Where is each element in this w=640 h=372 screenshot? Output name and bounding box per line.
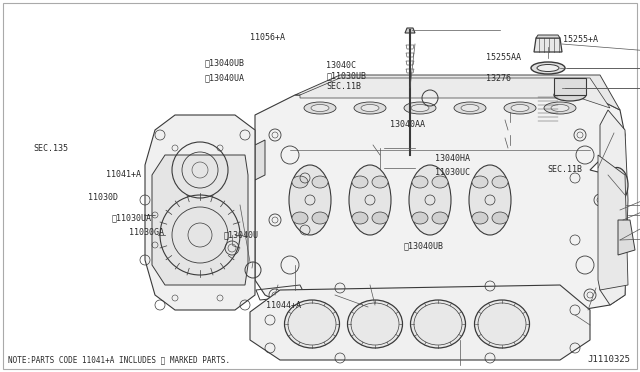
- Ellipse shape: [411, 105, 429, 112]
- Text: 15255+A: 15255+A: [563, 35, 598, 44]
- Ellipse shape: [551, 105, 569, 112]
- Text: 11041+A: 11041+A: [106, 170, 141, 179]
- Ellipse shape: [410, 300, 465, 348]
- Text: 13040AA: 13040AA: [390, 120, 426, 129]
- Polygon shape: [250, 285, 590, 360]
- Text: 11056+A: 11056+A: [250, 33, 285, 42]
- Ellipse shape: [292, 212, 308, 224]
- Ellipse shape: [352, 212, 368, 224]
- Ellipse shape: [472, 212, 488, 224]
- Ellipse shape: [432, 176, 448, 188]
- Text: 15255AA: 15255AA: [486, 53, 522, 62]
- Text: SEC.11B: SEC.11B: [547, 165, 582, 174]
- Ellipse shape: [404, 102, 436, 114]
- Ellipse shape: [372, 176, 388, 188]
- Ellipse shape: [469, 165, 511, 235]
- Polygon shape: [145, 115, 255, 310]
- Text: 11030D: 11030D: [88, 193, 118, 202]
- Ellipse shape: [304, 102, 336, 114]
- Ellipse shape: [504, 102, 536, 114]
- Ellipse shape: [412, 212, 428, 224]
- Ellipse shape: [492, 176, 508, 188]
- Ellipse shape: [492, 212, 508, 224]
- Polygon shape: [255, 95, 625, 325]
- Text: ※11030UB: ※11030UB: [326, 72, 366, 81]
- Text: ※13040UA: ※13040UA: [205, 74, 245, 83]
- Polygon shape: [300, 78, 610, 108]
- Ellipse shape: [311, 105, 329, 112]
- Text: ※13040UB: ※13040UB: [205, 59, 245, 68]
- Ellipse shape: [472, 176, 488, 188]
- Ellipse shape: [537, 64, 559, 71]
- Ellipse shape: [610, 174, 624, 196]
- Text: 11030UC: 11030UC: [435, 169, 470, 177]
- Ellipse shape: [554, 89, 586, 101]
- Ellipse shape: [348, 300, 403, 348]
- Polygon shape: [600, 110, 628, 305]
- Ellipse shape: [534, 83, 562, 93]
- Ellipse shape: [372, 212, 388, 224]
- Text: 13040C: 13040C: [326, 61, 356, 70]
- Ellipse shape: [461, 105, 479, 112]
- Polygon shape: [405, 28, 415, 33]
- Text: 13276: 13276: [486, 74, 511, 83]
- Ellipse shape: [474, 300, 529, 348]
- Polygon shape: [255, 140, 265, 180]
- Text: 11030GA: 11030GA: [129, 228, 164, 237]
- Ellipse shape: [285, 300, 339, 348]
- Polygon shape: [295, 75, 620, 110]
- Ellipse shape: [544, 102, 576, 114]
- Ellipse shape: [354, 102, 386, 114]
- Polygon shape: [530, 82, 566, 95]
- Text: 11044+A: 11044+A: [266, 301, 301, 310]
- Text: ※13040U: ※13040U: [224, 230, 259, 239]
- Ellipse shape: [361, 105, 379, 112]
- Ellipse shape: [312, 212, 328, 224]
- Ellipse shape: [409, 165, 451, 235]
- Ellipse shape: [606, 167, 628, 202]
- Polygon shape: [598, 155, 628, 290]
- Text: SEC.11B: SEC.11B: [326, 82, 362, 91]
- Polygon shape: [554, 78, 586, 95]
- Ellipse shape: [312, 176, 328, 188]
- Ellipse shape: [349, 165, 391, 235]
- Text: SEC.135: SEC.135: [33, 144, 68, 153]
- Ellipse shape: [432, 212, 448, 224]
- Ellipse shape: [292, 176, 308, 188]
- Text: ※13040UB: ※13040UB: [403, 241, 443, 250]
- Text: ※11030UA: ※11030UA: [112, 213, 152, 222]
- Text: NOTE:PARTS CODE 11041+A INCLUDES ※ MARKED PARTS.: NOTE:PARTS CODE 11041+A INCLUDES ※ MARKE…: [8, 356, 230, 365]
- Polygon shape: [534, 38, 562, 52]
- Text: J1110325: J1110325: [587, 356, 630, 365]
- Polygon shape: [536, 35, 560, 38]
- Polygon shape: [618, 220, 635, 255]
- Ellipse shape: [511, 105, 529, 112]
- Ellipse shape: [412, 176, 428, 188]
- Ellipse shape: [531, 62, 565, 74]
- Ellipse shape: [289, 165, 331, 235]
- Ellipse shape: [352, 176, 368, 188]
- Polygon shape: [152, 155, 248, 285]
- Ellipse shape: [454, 102, 486, 114]
- Text: 13040HA: 13040HA: [435, 154, 470, 163]
